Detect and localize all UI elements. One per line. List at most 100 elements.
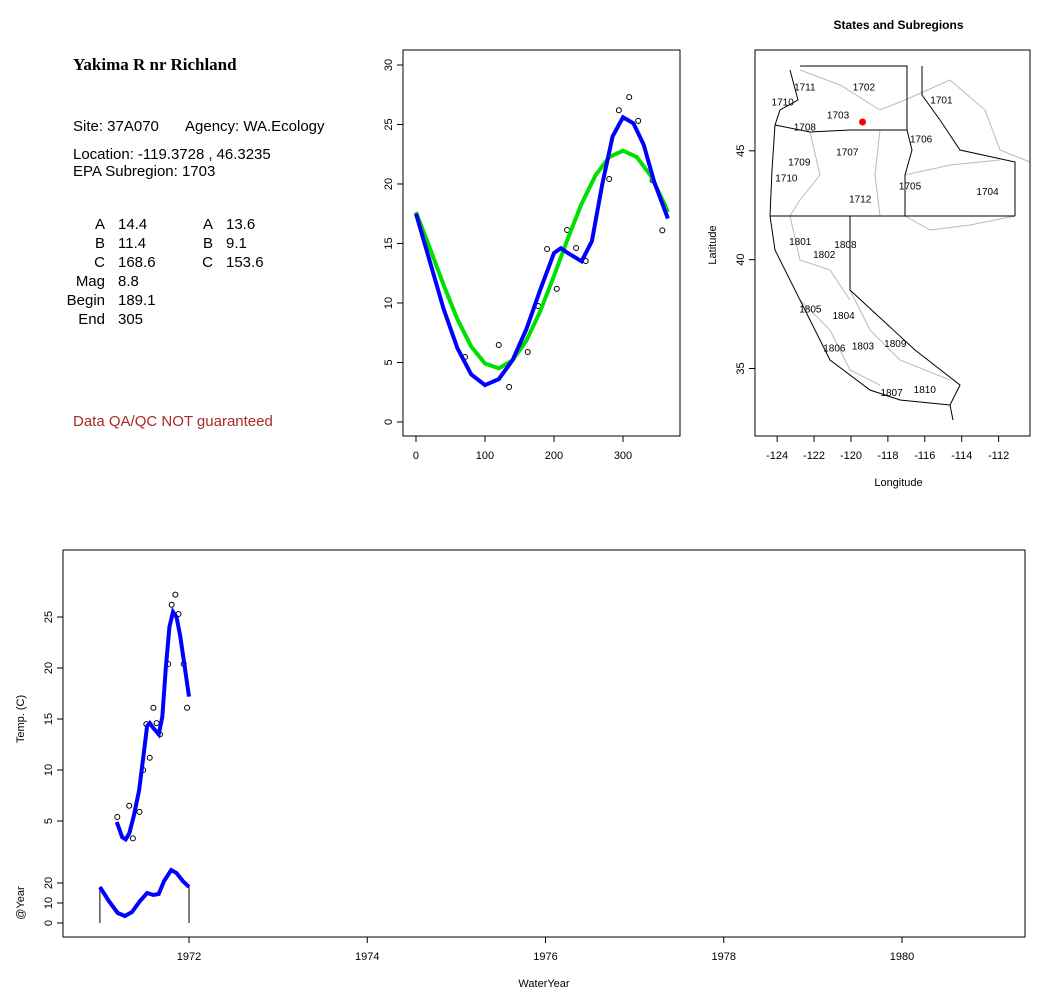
param-value: 14.4 bbox=[118, 216, 147, 233]
x-tick-label: 100 bbox=[476, 450, 494, 462]
param-label: Mag bbox=[76, 273, 105, 290]
param-value: 153.6 bbox=[226, 254, 264, 271]
subregion-boundary bbox=[789, 215, 851, 301]
region-label: 1701 bbox=[930, 95, 953, 106]
subregion-boundary bbox=[799, 299, 881, 386]
region-label: 1808 bbox=[834, 240, 857, 251]
x-axis-label: Longitude bbox=[874, 477, 922, 489]
data-point bbox=[626, 94, 633, 101]
data-point bbox=[659, 227, 666, 234]
region-label: 1711 bbox=[794, 82, 816, 93]
data-point bbox=[184, 704, 191, 711]
data-point bbox=[126, 802, 133, 809]
data-point bbox=[544, 245, 551, 252]
y-tick-label: 20 bbox=[43, 662, 55, 674]
x-tick-label: -122 bbox=[803, 450, 825, 462]
y-axis-label: Temp. (C) bbox=[15, 695, 27, 743]
subregion-boundary bbox=[789, 131, 821, 217]
data-point bbox=[506, 383, 513, 390]
region-label: 1703 bbox=[827, 111, 850, 122]
y-tick-label: 15 bbox=[43, 713, 55, 725]
site-marker bbox=[859, 118, 867, 126]
fit-curve bbox=[414, 114, 670, 388]
region-label: 1805 bbox=[799, 304, 822, 315]
y-tick-label: 0 bbox=[43, 920, 55, 926]
y-tick-label: 5 bbox=[43, 818, 55, 824]
param-label: B bbox=[203, 235, 213, 252]
param-value: 305 bbox=[118, 311, 143, 328]
region-label: 1803 bbox=[852, 341, 875, 352]
region-label: 1704 bbox=[976, 187, 999, 198]
param-label: C bbox=[94, 254, 105, 271]
y-tick-label: 20 bbox=[43, 877, 55, 889]
region-label: 1809 bbox=[884, 339, 907, 350]
data-point bbox=[495, 341, 502, 348]
region-label: 1702 bbox=[853, 82, 876, 93]
region-label: 1706 bbox=[910, 135, 933, 146]
data-point bbox=[168, 601, 175, 608]
y-tick-label: 15 bbox=[383, 237, 395, 249]
state-border bbox=[849, 216, 961, 421]
disclaimer: Data QA/QC NOT guaranteed bbox=[73, 413, 273, 430]
data-point bbox=[172, 591, 179, 598]
param-value: 9.1 bbox=[226, 235, 247, 252]
state-border bbox=[774, 124, 913, 216]
x-tick-label: 1972 bbox=[177, 951, 201, 963]
location-label: Location: bbox=[73, 146, 134, 163]
x-tick-label: -118 bbox=[877, 450, 898, 462]
region-label: 1810 bbox=[914, 385, 937, 396]
x-tick-label: -124 bbox=[766, 450, 788, 462]
param-label: C bbox=[202, 254, 213, 271]
subregion-boundary bbox=[849, 289, 951, 381]
data-point bbox=[606, 175, 613, 182]
y-tick-label: 25 bbox=[383, 118, 395, 130]
x-tick-label: 200 bbox=[545, 450, 563, 462]
region-label: 1802 bbox=[813, 250, 836, 261]
data-point bbox=[553, 285, 560, 292]
smooth-curve bbox=[114, 607, 191, 843]
param-label: A bbox=[95, 216, 105, 233]
x-tick-label: 1976 bbox=[533, 951, 557, 963]
data-point bbox=[150, 704, 157, 711]
site-title: Yakima R nr Richland bbox=[73, 55, 237, 74]
agency: Agency: WA.Ecology bbox=[185, 118, 325, 135]
data-point bbox=[114, 813, 121, 820]
param-label: End bbox=[78, 311, 105, 328]
location-separator: , bbox=[208, 146, 212, 163]
x-tick-label: -114 bbox=[951, 450, 972, 462]
data-point bbox=[573, 244, 580, 251]
y-tick-label: 45 bbox=[735, 145, 747, 157]
subregion-boundary bbox=[799, 69, 1031, 163]
param-label: A bbox=[203, 216, 213, 233]
data-point bbox=[615, 107, 622, 114]
region-label: 1710 bbox=[772, 98, 795, 109]
x-tick-label: 1978 bbox=[712, 951, 736, 963]
param-value: 189.1 bbox=[118, 292, 156, 309]
x-tick-label: -120 bbox=[840, 450, 862, 462]
y-tick-label: 25 bbox=[43, 611, 55, 623]
y-tick-label: 40 bbox=[735, 254, 747, 266]
x-tick-label: -112 bbox=[988, 450, 1009, 462]
subregion-boundary bbox=[904, 215, 1016, 231]
region-label: 1712 bbox=[849, 194, 872, 205]
region-label: 1801 bbox=[789, 237, 812, 248]
data-point bbox=[146, 754, 153, 761]
y2-axis-label: @Year bbox=[15, 886, 27, 920]
location-lat: 46.3235 bbox=[217, 146, 271, 163]
region-label: 1705 bbox=[899, 181, 922, 192]
param-value: 13.6 bbox=[226, 216, 255, 233]
y-tick-label: 5 bbox=[383, 359, 395, 365]
map-boundaries bbox=[769, 65, 1031, 421]
data-point bbox=[136, 808, 143, 815]
y-axis-label: Latitude bbox=[707, 225, 719, 264]
x-tick-label: -116 bbox=[914, 450, 935, 462]
y-tick-label: 10 bbox=[383, 297, 395, 309]
y-tick-label: 30 bbox=[383, 59, 395, 71]
y-tick-label: 35 bbox=[735, 362, 747, 374]
region-label: 1807 bbox=[880, 388, 903, 399]
state-border bbox=[800, 65, 908, 130]
location: Location: -119.3728, 46.3235 bbox=[73, 146, 271, 163]
